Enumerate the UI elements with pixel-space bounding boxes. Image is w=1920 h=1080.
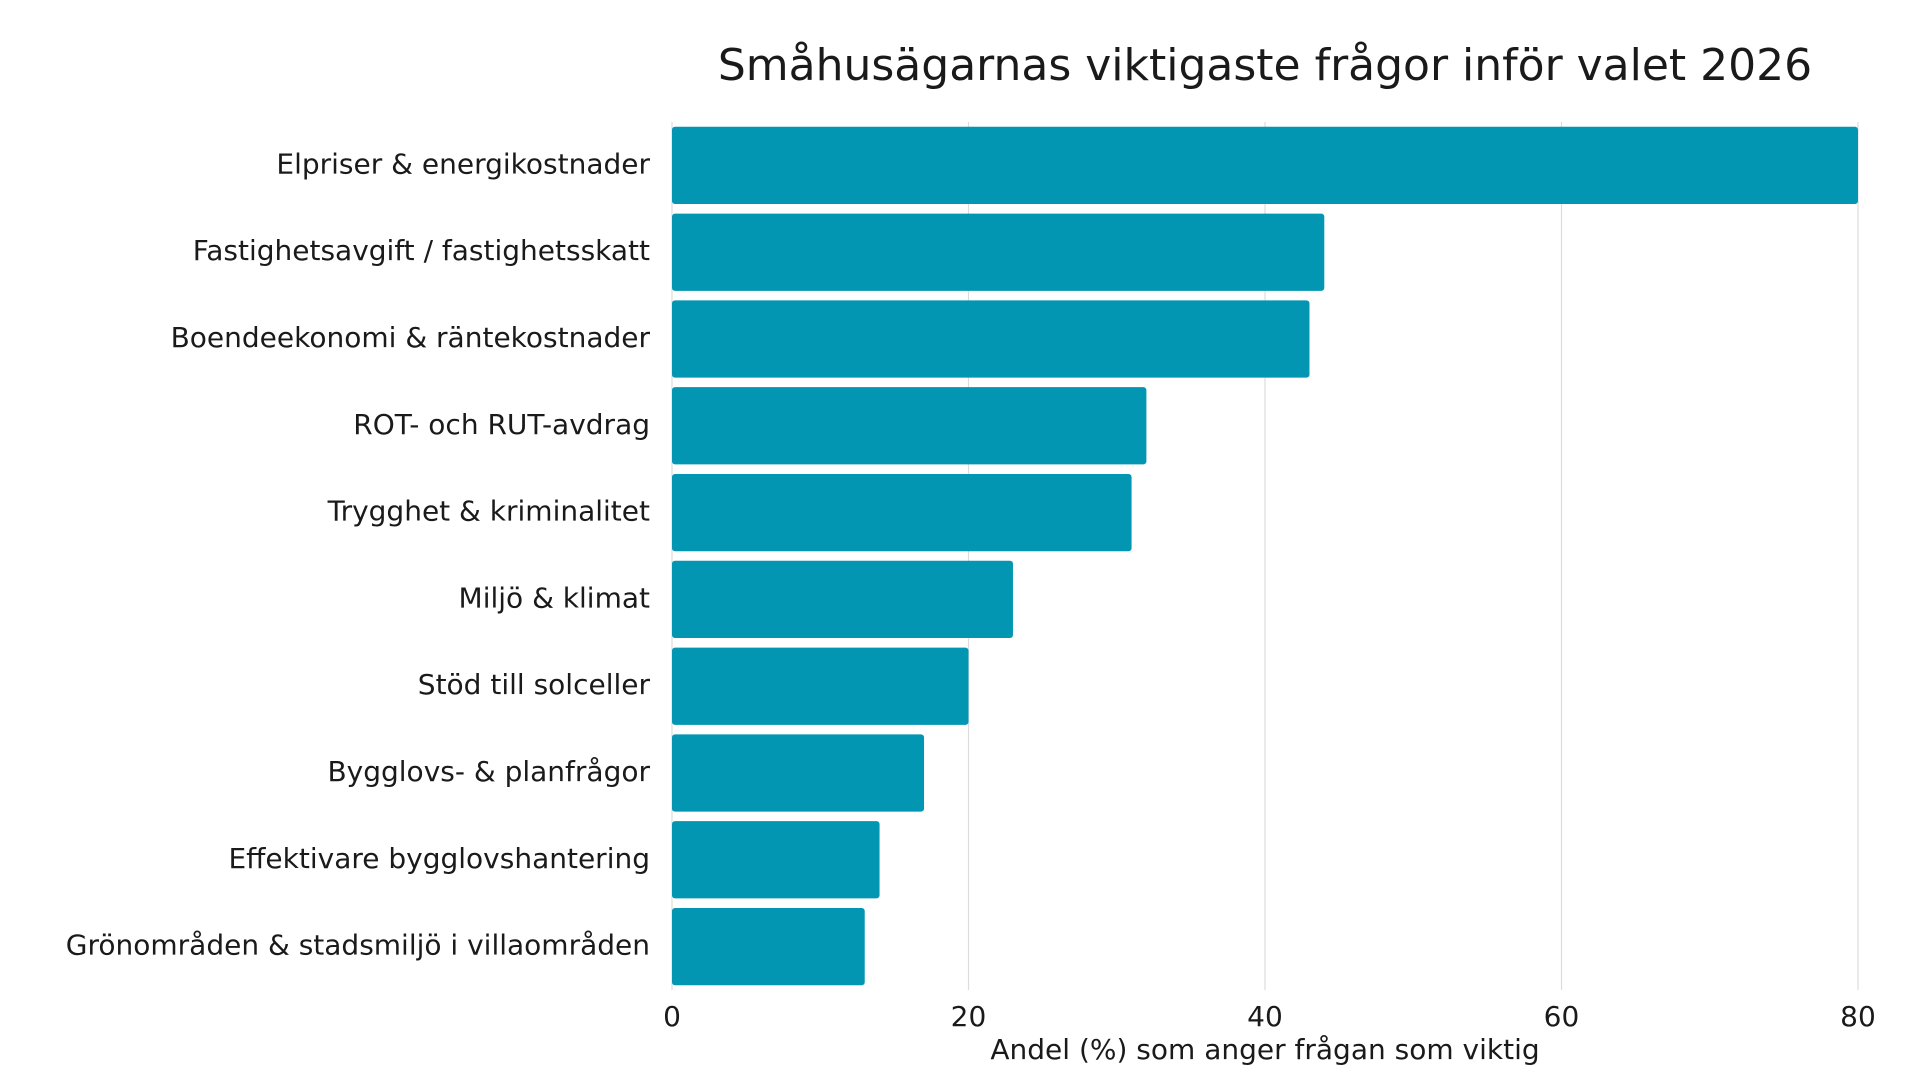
bar xyxy=(672,213,1325,291)
y-tick-label: Fastighetsavgift / fastighetsskatt xyxy=(193,234,650,267)
y-tick-label: Trygghet & kriminalitet xyxy=(327,495,650,528)
x-tick-label: 20 xyxy=(951,1000,987,1033)
y-tick-label: Bygglovs- & planfrågor xyxy=(327,755,650,788)
x-tick-label: 40 xyxy=(1247,1000,1283,1033)
bar xyxy=(672,473,1132,552)
x-tick-label: 0 xyxy=(663,1000,681,1033)
y-tick-label: Boendeekonomi & räntekostnader xyxy=(171,321,651,354)
bar xyxy=(672,560,1013,639)
bar xyxy=(672,126,1858,205)
y-tick-label: Miljö & klimat xyxy=(459,581,650,614)
bar xyxy=(672,734,925,812)
bar xyxy=(672,300,1310,378)
y-tick-label: ROT- och RUT-avdrag xyxy=(353,408,650,441)
y-tick-label: Effektivare bygglovshantering xyxy=(228,842,650,875)
bar xyxy=(672,647,969,725)
y-tick-label: Elpriser & energikostnader xyxy=(276,147,650,180)
y-tick-label: Stöd till solceller xyxy=(418,668,651,701)
bar xyxy=(672,387,1147,465)
bar xyxy=(672,821,880,899)
x-axis-label: Andel (%) som anger frågan som viktig xyxy=(990,1033,1539,1066)
y-tick-label: Grönområden & stadsmiljö i villaområden xyxy=(66,929,650,962)
x-tick-label: 60 xyxy=(1544,1000,1580,1033)
x-tick-label: 80 xyxy=(1840,1000,1876,1033)
bar xyxy=(672,907,865,986)
chart-title: Småhusägarnas viktigaste frågor inför va… xyxy=(718,40,1812,91)
